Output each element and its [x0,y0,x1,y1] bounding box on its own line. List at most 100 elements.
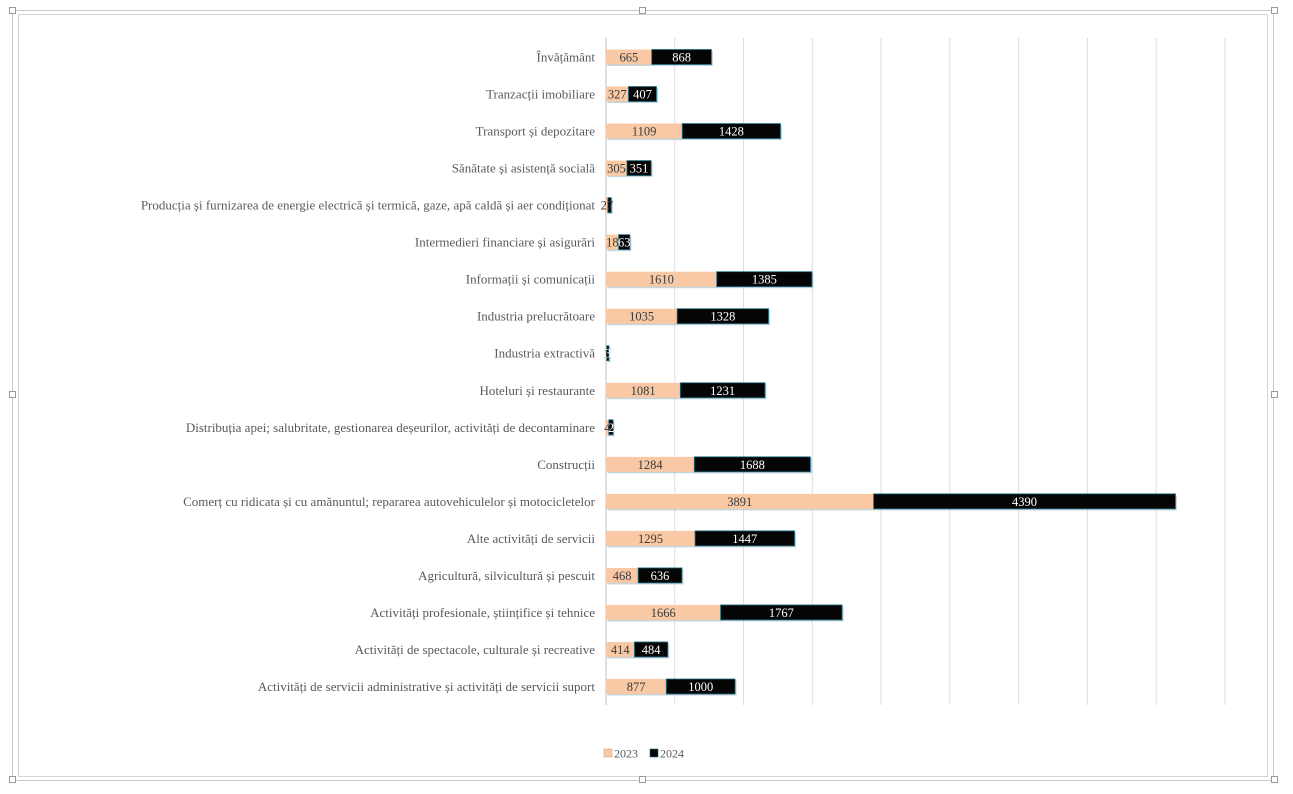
data-label-2024-17: 1000 [688,680,713,694]
bar-2024-3 [626,160,652,176]
category-label-3: Sănătate și asistență socială [452,161,596,176]
legend: 2023 2024 [603,747,684,761]
resize-handle-bottom-left[interactable] [9,776,16,783]
data-label-2024-14: 636 [651,569,670,583]
data-label-2024-15: 1767 [769,606,794,620]
resize-handle-top-center[interactable] [639,7,646,14]
legend-swatch-2024 [649,748,659,758]
data-label-2024-9: 1231 [710,384,735,398]
bar-2023-10 [606,419,609,435]
bar-2024-4 [607,197,612,214]
bar-2023-0 [606,49,652,65]
bar-2023-5 [606,234,619,250]
data-label-2023-11: 1284 [638,458,664,472]
bar-2023-2 [606,123,683,139]
data-label-2024-3: 351 [630,162,649,176]
resize-handle-middle-right[interactable] [1271,391,1278,398]
data-label-2024-10: 2 [608,421,614,435]
category-label-6: Informații și comunicații [466,272,596,287]
bar-2023-1 [606,86,629,102]
resize-handle-middle-left[interactable] [9,391,16,398]
data-label-2024-0: 868 [672,51,691,65]
category-label-16: Activități de spectacole, culturale și r… [355,642,596,657]
bar-2024-14 [637,567,683,584]
data-label-2023-2: 1109 [632,125,657,139]
gridlines [605,38,1226,705]
data-label-2023-15: 1666 [651,606,676,620]
category-label-4: Producția și furnizarea de energie elect… [141,198,596,213]
resize-handle-bottom-right[interactable] [1271,776,1278,783]
category-label-17: Activități de servicii administrative și… [258,679,596,694]
category-label-0: Învățământ [537,50,596,65]
bar-2024-5 [618,234,631,251]
bar-2024-9 [679,382,766,399]
bar-2024-1 [628,86,657,102]
bar-2024-11 [693,456,811,473]
bar-2023-11 [606,456,695,472]
resize-handle-top-right[interactable] [1271,7,1278,14]
bar-2024-2 [681,123,781,139]
data-label-2023-17: 877 [627,680,646,694]
category-label-2: Transport și depozitare [476,124,596,139]
data-label-2023-10: 4 [604,421,611,435]
data-label-2023-3: 305 [607,162,626,176]
bar-2024-17 [665,678,736,695]
bar-2023-9 [606,382,681,398]
data-label-2023-16: 414 [611,643,631,657]
bar-2023-17 [606,679,667,695]
data-label-2024-16: 484 [642,643,662,657]
bar-2023-12 [606,493,874,509]
category-labels: Învățământ Tranzacții imobiliare Transport… [141,50,596,695]
legend-label-2023: 2023 [614,747,638,761]
category-label-9: Hoteluri și restaurante [479,383,595,398]
legend-swatch-2023 [603,748,613,758]
data-label-2023-9: 1081 [631,384,656,398]
category-label-11: Construcții [537,457,595,472]
data-label-2023-4: 27 [601,199,614,213]
category-label-1: Tranzacții imobiliare [486,87,595,102]
data-label-2024-7: 1328 [710,310,735,324]
data-label-2023-5: 18 [606,236,619,250]
category-label-10: Distribuția apei; salubritate, gestionar… [186,420,595,435]
data-label-2023-6: 1610 [649,273,674,287]
bar-2023-6 [606,271,717,287]
data-label-2024-12: 4390 [1012,495,1037,509]
data-label-2024-5: 63 [618,236,631,250]
bars: 665 868 327 407 1109 1428 305 351 27 18 63 1610 1385… [601,49,1177,696]
bar-2023-15 [606,604,721,620]
resize-handle-bottom-center[interactable] [639,776,646,783]
category-label-15: Activități profesionale, științifice și … [370,605,595,620]
data-label-2024-13: 1447 [732,532,757,546]
data-label-2023-1: 327 [608,88,627,102]
category-label-7: Industria prelucrătoare [477,309,595,324]
bar-2023-13 [606,530,696,546]
bar-2024-13 [694,530,795,547]
bar-2024-12 [873,493,1176,510]
resize-handle-top-left[interactable] [9,7,16,14]
bar-2023-16 [606,641,635,657]
bar-2024-0 [651,49,712,65]
bar-2024-10 [608,419,614,436]
data-label-2023-13: 1295 [638,532,663,546]
data-label-2024-6: 1385 [752,273,777,287]
data-label-2024-1: 407 [633,88,652,102]
bar-2023-4 [606,197,608,213]
data-label-2023-8: 1 [603,347,609,361]
category-label-12: Comerț cu ridicata și cu amănuntul; repa… [183,494,596,509]
bar-2024-16 [634,641,669,658]
category-label-14: Agricultură, silvicultură și pescuit [418,568,595,583]
data-label-2023-12: 3891 [727,495,752,509]
bar-2024-8 [606,345,610,362]
category-label-5: Intermedieri financiare și asigurări [415,235,595,250]
bar-2024-6 [716,271,813,288]
data-label-2023-0: 665 [619,51,638,65]
data-label-2023-14: 468 [613,569,632,583]
bar-2024-15 [720,604,843,621]
bar-2023-3 [606,160,627,176]
bar-2024-7 [676,308,769,325]
data-label-2023-7: 1035 [629,310,654,324]
category-label-8: Industria extractivă [494,346,595,361]
category-label-13: Alte activități de servicii [467,531,596,546]
data-label-2024-11: 1688 [740,458,765,472]
